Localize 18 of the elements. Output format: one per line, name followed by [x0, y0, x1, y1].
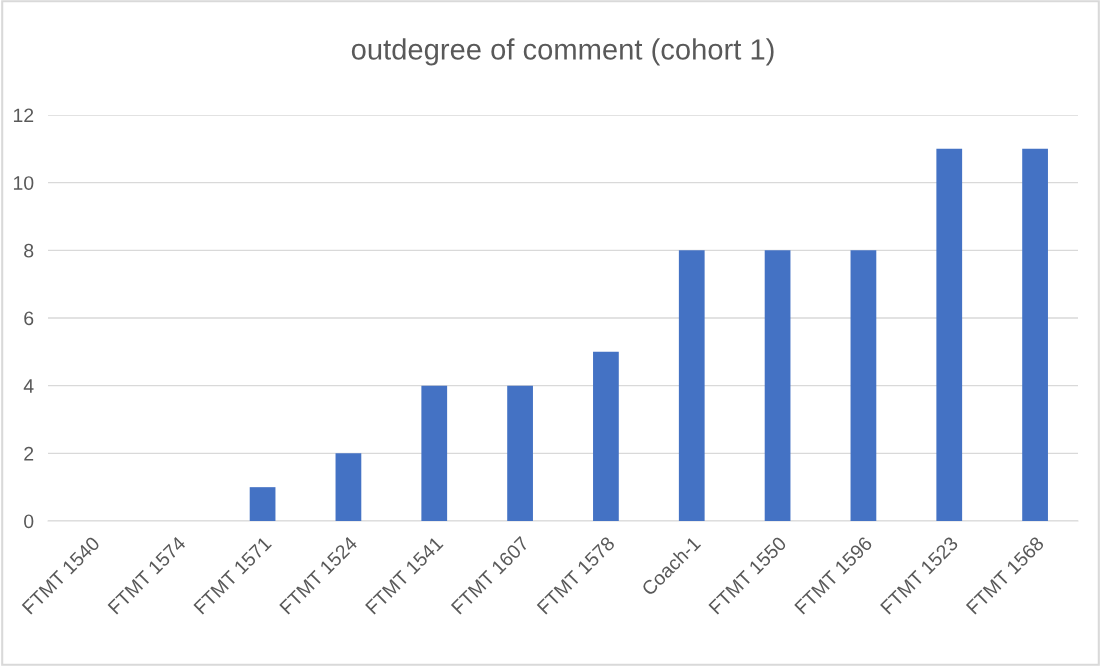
- bar: [764, 250, 791, 521]
- bar: [507, 385, 533, 521]
- chart-title: outdegree of comment (cohort 1): [351, 38, 774, 66]
- bar: [593, 351, 619, 521]
- y-tick-label: 4: [23, 379, 34, 393]
- y-tick-label: 8: [24, 243, 34, 258]
- bar: [249, 487, 276, 521]
- bar: [678, 250, 705, 521]
- bar: [421, 385, 448, 521]
- bar: [1022, 148, 1048, 521]
- y-tick-label: 6: [24, 311, 34, 326]
- y-tick-label: 0: [24, 514, 34, 529]
- bar: [936, 148, 963, 521]
- bar: [850, 250, 877, 521]
- y-tick-label: 10: [13, 176, 34, 190]
- y-tick-label: 2: [24, 446, 34, 461]
- y-tick-label: 12: [13, 108, 34, 123]
- bar: [335, 453, 362, 521]
